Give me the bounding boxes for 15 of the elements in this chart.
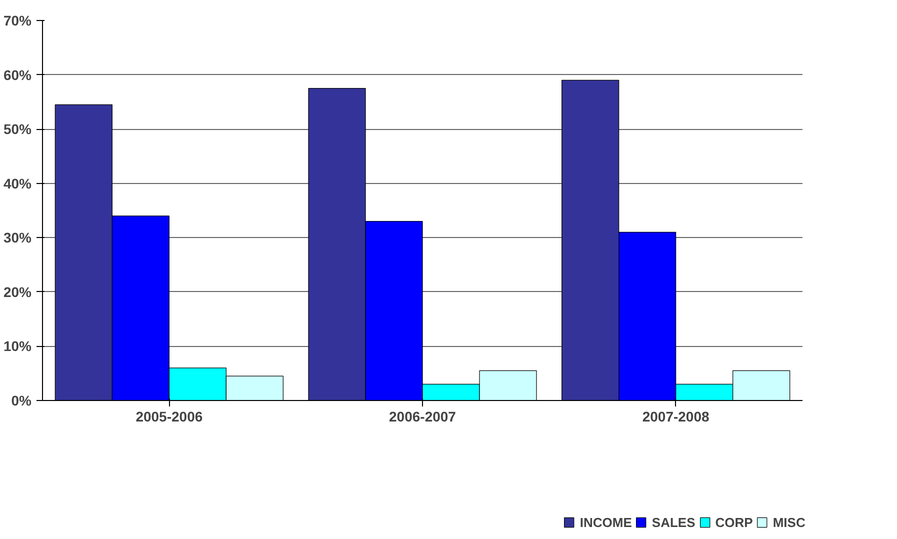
y-tick-label: 30% [3, 230, 32, 246]
y-tick-label: 40% [3, 175, 32, 192]
y-tick-label: 10% [3, 338, 32, 354]
y-tick-label: 50% [3, 121, 32, 138]
y-tick-label: 20% [3, 284, 32, 300]
y-tick-label: 60% [3, 66, 32, 83]
legend-label: INCOME [580, 514, 632, 530]
x-tick-label: 2007-2008 [642, 408, 710, 424]
legend-label: SALES [652, 514, 696, 530]
legend-label: CORP [715, 514, 753, 530]
legend-label: MISC [772, 514, 806, 530]
y-tick-label: 70% [3, 12, 32, 28]
y-tick-label: 0% [11, 392, 32, 408]
x-tick-label: 2005-2006 [136, 408, 203, 424]
x-tick-label: 2006-2007 [389, 408, 456, 424]
